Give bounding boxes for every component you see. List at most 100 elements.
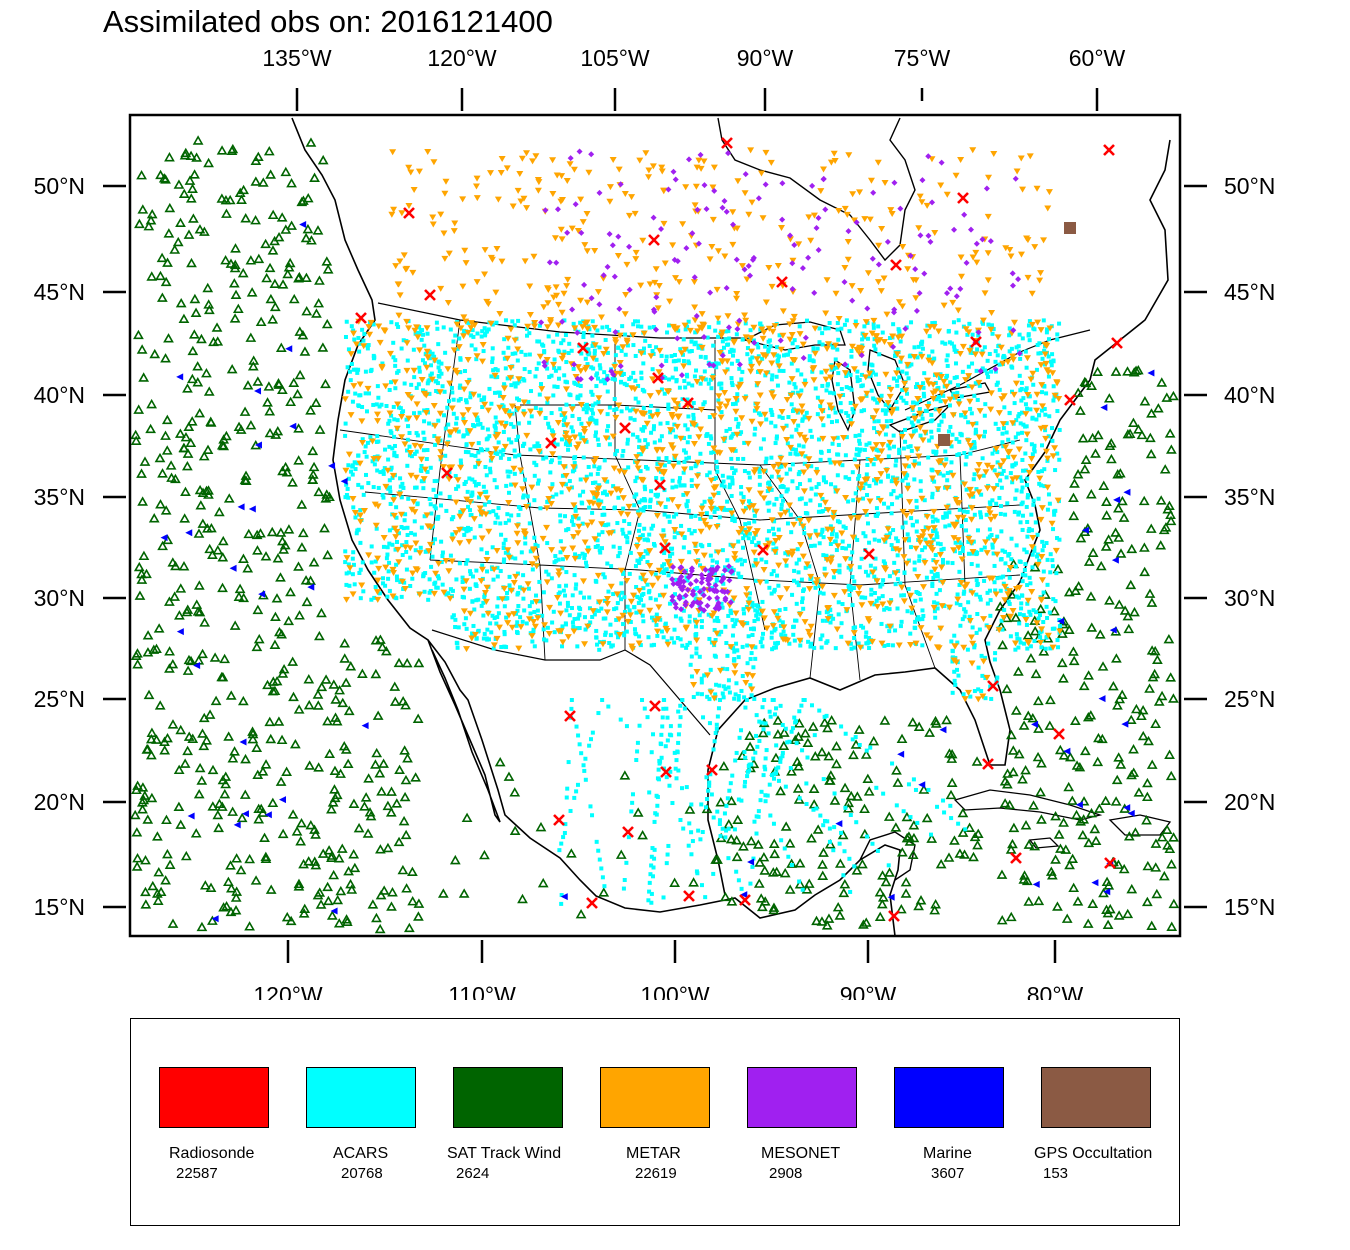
acars-obs [922,545,927,550]
metar-obs [801,381,809,388]
acars-obs [1041,620,1046,625]
acars-obs [1057,618,1062,623]
sat-track-wind-obs [310,397,322,408]
acars-obs [741,494,746,499]
acars-obs [906,376,911,381]
sat-track-wind-obs [183,654,195,665]
acars-obs [721,581,726,586]
acars-obs [918,488,923,493]
acars-obs [352,337,357,342]
acars-obs [775,383,780,388]
acars-obs [503,596,508,601]
acars-obs [999,529,1004,534]
sat-track-wind-obs [1007,745,1019,755]
sat-track-wind-obs [768,904,780,915]
acars-obs [789,402,794,407]
acars-obs [635,740,640,745]
acars-obs [487,434,492,439]
acars-obs [607,328,612,333]
acars-obs [375,468,380,473]
acars-obs [915,591,920,596]
acars-obs [743,522,748,527]
sat-track-wind-obs [1038,646,1050,656]
sat-track-wind-obs [598,887,610,897]
acars-obs [483,465,488,470]
acars-obs [797,709,802,714]
sat-track-wind-obs [242,563,254,573]
acars-obs [798,643,803,648]
acars-obs [419,337,424,342]
acars-obs [770,412,775,417]
sat-track-wind-obs [252,376,264,386]
acars-obs [930,491,935,496]
acars-obs [507,409,512,414]
acars-obs [505,596,510,601]
acars-obs [758,798,763,803]
acars-obs [343,433,348,438]
acars-obs [1051,384,1056,389]
metar-obs [667,427,675,434]
acars-obs [495,615,500,620]
acars-obs [507,583,512,588]
acars-obs [405,448,410,453]
acars-obs [674,512,679,517]
sat-track-wind-obs [160,875,171,885]
acars-obs [581,407,586,412]
acars-obs [964,454,969,459]
acars-obs [632,503,637,508]
sat-track-wind-obs [219,788,231,799]
acars-obs [689,478,694,483]
sat-track-wind-obs [816,746,828,757]
acars-obs [684,645,689,650]
sat-track-wind-obs [220,778,232,789]
acars-obs [835,382,840,387]
acars-obs [885,624,890,629]
metar-obs [514,540,522,547]
acars-obs [387,588,392,593]
sat-track-wind-obs [353,822,365,833]
acars-obs [1040,356,1045,361]
sat-track-wind-obs [391,798,403,808]
acars-obs [636,528,641,533]
acars-obs [855,537,860,542]
acars-obs [681,359,686,364]
acars-obs [521,493,526,498]
sat-track-wind-obs [1050,810,1061,821]
sat-track-wind-obs [223,876,234,887]
acars-obs [1045,615,1050,620]
sat-track-wind-obs [637,829,648,840]
acars-obs [976,687,981,692]
acars-obs [982,545,987,550]
acars-obs [689,339,694,344]
sat-track-wind-obs [321,318,333,329]
acars-obs [1025,406,1030,411]
acars-obs [1007,601,1012,606]
acars-obs [994,382,999,387]
acars-obs [687,434,692,439]
acars-obs [590,417,595,422]
sat-track-wind-obs [839,879,851,889]
acars-obs [430,524,435,529]
acars-obs [451,613,456,618]
acars-obs [503,366,508,371]
acars-obs [980,320,985,325]
acars-obs [673,366,678,371]
acars-obs [734,641,739,646]
acars-obs [872,537,877,542]
acars-obs [808,428,813,433]
acars-obs [931,529,936,534]
acars-obs [621,622,626,627]
acars-obs [818,590,823,595]
metar-obs [786,444,794,451]
sat-track-wind-obs [615,849,627,859]
sat-track-wind-obs [201,368,212,378]
acars-obs [683,385,688,390]
acars-obs [594,839,599,844]
acars-obs [1019,478,1024,483]
acars-obs [599,546,604,551]
sat-track-wind-obs [1118,512,1130,522]
sat-track-wind-obs [267,245,279,255]
acars-obs [598,550,603,555]
acars-obs [508,469,513,474]
acars-obs [353,391,358,396]
